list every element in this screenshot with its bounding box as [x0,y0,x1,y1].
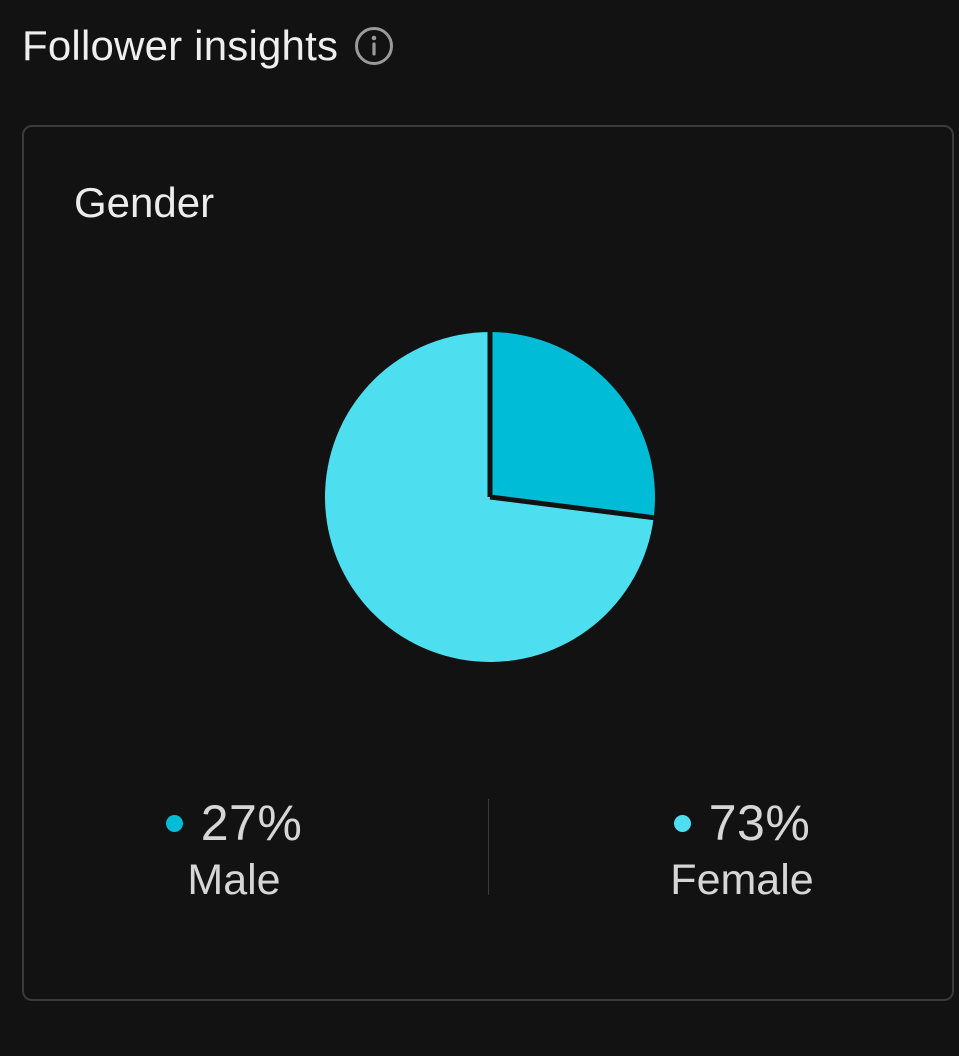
pie-slice-male[interactable] [490,332,655,518]
legend-item-male: 27% Male [84,792,384,906]
legend-label-male: Male [187,856,281,904]
legend-dot-male [165,814,183,832]
legend-dot-female [673,814,691,832]
gender-pie-chart [324,332,655,662]
legend-value-male: 27% [200,795,303,851]
gender-card: Gender 27% Male 73% Female [22,125,954,1001]
section-header: Follower insights [22,18,394,74]
card-title: Gender [74,179,215,226]
pie-separator [489,494,655,521]
legend-value-female: 73% [708,795,811,851]
legend-divider [488,799,489,895]
section-title: Follower insights [22,22,339,69]
legend-label-female: Female [670,856,814,904]
legend-item-female: 73% Female [592,792,892,906]
info-icon[interactable] [354,26,394,66]
